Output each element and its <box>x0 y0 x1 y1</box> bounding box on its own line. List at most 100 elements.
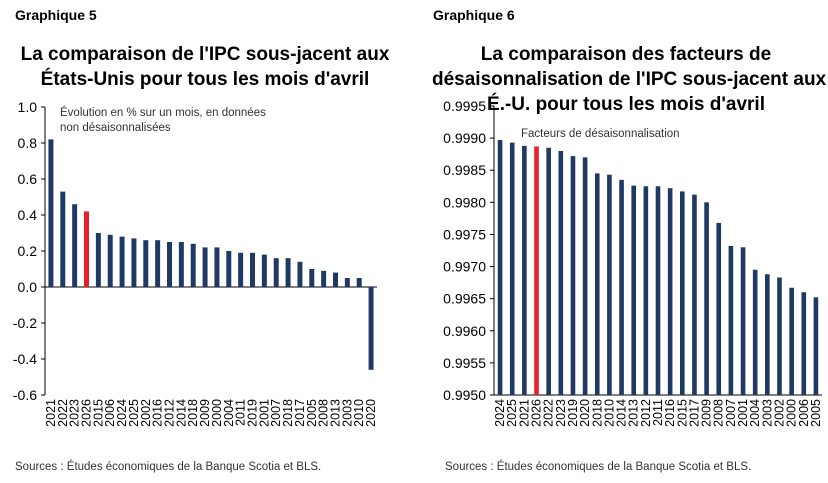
chart-6-x-tick-label: 2004 <box>748 399 762 427</box>
chart-5-y-tick-label: -0.6 <box>13 387 37 403</box>
chart-6-x-tick-label: 2015 <box>675 399 689 427</box>
chart-5-bar <box>356 278 362 287</box>
chart-6-bar <box>692 194 697 395</box>
chart-5-x-tick-label: 2016 <box>151 399 165 427</box>
chart-6-bar <box>582 157 588 395</box>
chart-5-bar <box>107 234 113 287</box>
chart-5-y-tick-label: 0.2 <box>18 243 38 259</box>
chart-6-bar <box>522 145 527 395</box>
chart-6-title-line-3: É.-U. pour tous les mois d'avril <box>487 94 765 115</box>
chart-5-x-tick-label: 2012 <box>163 399 177 427</box>
chart-6-bar <box>570 156 576 395</box>
chart-6-label: Graphique 6 <box>433 7 515 23</box>
chart-6-y-tick-label: 0.9985 <box>443 162 486 178</box>
chart-6-bar <box>643 186 649 395</box>
chart-6-bar <box>509 142 515 395</box>
chart-6-annotation-line-1: Facteurs de désaisonnalisation <box>521 128 680 140</box>
chart-6-bar <box>631 185 637 395</box>
chart-6-x-tick-label: 2026 <box>530 399 544 427</box>
chart-6-y-tick-label: 0.9955 <box>443 355 486 371</box>
chart-5-y-tick-label: 0.6 <box>18 171 38 187</box>
chart-5-bar <box>48 139 54 287</box>
chart-5-bar <box>273 258 279 287</box>
chart-6-x-tick-label: 2007 <box>724 399 738 427</box>
chart-6-bar <box>655 186 661 395</box>
chart-5-bar <box>202 247 208 287</box>
chart-6-bar <box>789 287 794 395</box>
chart-5-x-tick-label: 2026 <box>80 399 94 427</box>
chart-6-x-tick-label: 2021 <box>517 399 531 427</box>
chart-6-y-tick-label: 0.9980 <box>443 194 486 210</box>
chart-6-x-tick-label: 2003 <box>760 399 774 427</box>
chart-6-bar <box>497 140 503 395</box>
chart-5-x-tick-label: 2015 <box>91 399 105 427</box>
chart-6-y-tick-label: 0.9965 <box>443 291 486 307</box>
chart-6-y-tick-label: 0.9970 <box>443 259 486 275</box>
chart-5-annotation-line-1: Évolution en % sur un mois, en données <box>60 106 266 119</box>
chart-5-bar <box>167 242 172 287</box>
chart-6-x-tick-label: 2020 <box>578 399 592 427</box>
chart-5-x-tick-label: 2013 <box>329 399 343 427</box>
chart-6-x-tick-label: 2008 <box>712 399 726 427</box>
chart-6-title-line-2: désaisonnalisation de l'IPC sous-jacent … <box>432 69 827 90</box>
chart-6-source: Sources : Études économiques de la Banqu… <box>445 461 752 473</box>
chart-5-bar <box>84 211 89 287</box>
chart-5-x-tick-label: 2003 <box>340 399 354 427</box>
chart-6-y-tick-label: 0.9995 <box>443 98 486 114</box>
chart-6-bar <box>546 147 551 395</box>
chart-5-bar <box>72 204 78 287</box>
chart-5-title-line-1: La comparaison de l'IPC sous-jacent aux <box>20 44 390 65</box>
chart-5-x-tick-label: 2024 <box>115 399 129 427</box>
chart-5-bar <box>368 287 374 370</box>
chart-5-x-tick-label: 2021 <box>44 399 58 427</box>
chart-6-bar <box>619 179 624 395</box>
chart-6-x-tick-label: 2016 <box>663 399 677 427</box>
chart-5-x-tick-label: 2001 <box>257 399 271 427</box>
chart-6-bar <box>765 274 770 395</box>
chart-5-bar <box>131 238 137 287</box>
chart-5-x-tick-label: 2019 <box>246 399 260 427</box>
chart-6-x-tick-label: 2010 <box>602 399 616 427</box>
chart-6-x-tick-label: 2012 <box>639 399 653 427</box>
chart-6-x-tick-label: 2000 <box>785 399 799 427</box>
chart-6-x-tick-label: 2002 <box>772 399 786 427</box>
chart-5-x-tick-label: 2022 <box>56 399 70 427</box>
chart-5-x-tick-label: 2025 <box>127 399 141 427</box>
chart-6-y-tick-label: 0.9960 <box>443 323 486 339</box>
chart-6-x-tick-label: 2019 <box>566 399 580 427</box>
chart-5-source: Sources : Études économiques de la Banqu… <box>15 461 322 473</box>
chart-5-x-tick-label: 2006 <box>103 399 117 427</box>
chart-5-bar <box>344 278 350 287</box>
chart-5-bar <box>309 269 315 287</box>
chart-5-y-tick-label: -0.2 <box>13 315 37 331</box>
chart-5-bar <box>250 252 255 287</box>
chart-6-x-tick-label: 2024 <box>493 399 507 427</box>
chart-6-bar <box>740 247 746 395</box>
chart-5-x-tick-label: 2011 <box>234 399 248 426</box>
chart-5-x-tick-label: 2017 <box>293 399 307 427</box>
chart-5-bar <box>321 270 327 287</box>
chart-6-x-tick-label: 2023 <box>554 399 568 427</box>
chart-6-bar <box>704 202 709 395</box>
chart-6-y-tick-label: 0.9950 <box>443 387 486 403</box>
chart-6-bar <box>801 292 807 395</box>
chart-5-bar <box>297 261 303 287</box>
chart-5-y-tick-label: 1.0 <box>18 99 38 115</box>
chart-5-x-tick-label: 2023 <box>68 399 82 427</box>
chart-5-bar <box>285 258 291 287</box>
chart-6-bar <box>607 174 612 395</box>
chart-6-x-tick-label: 2018 <box>590 399 604 427</box>
chart-6-title: La comparaison des facteurs de désaisonn… <box>432 42 827 117</box>
chart-5-y-tick-label: 0.0 <box>18 279 38 295</box>
chart-5-x-tick-label: 2014 <box>174 399 188 427</box>
chart-5-bar <box>95 233 101 287</box>
chart-6-x-tick-label: 2001 <box>736 399 750 427</box>
chart-5-bar <box>238 252 244 287</box>
chart-6-x-tick-label: 2013 <box>627 399 641 427</box>
chart-6-y-tick-label: 0.9975 <box>443 226 486 242</box>
chart-6-x-tick-label: 2014 <box>615 399 629 427</box>
chart-5-bar <box>119 236 125 287</box>
chart-6-x-tick-label: 2011 <box>651 399 665 426</box>
